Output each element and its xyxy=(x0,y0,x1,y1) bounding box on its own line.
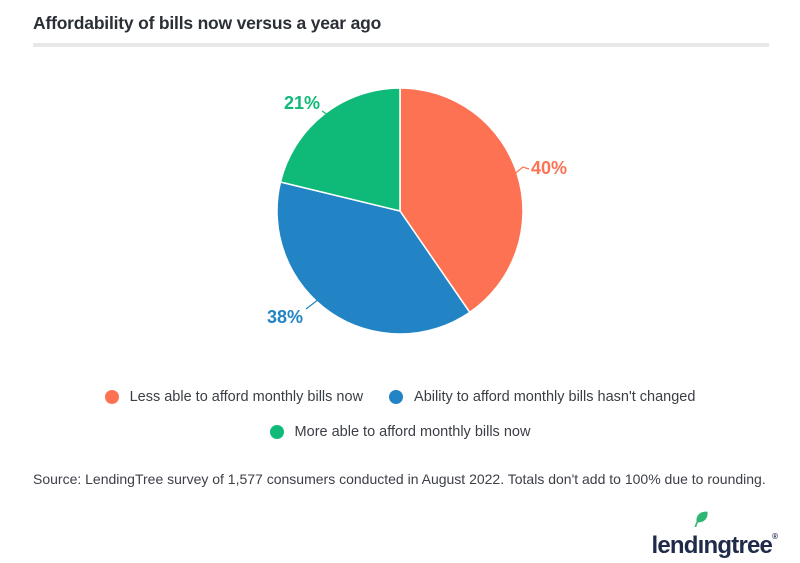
pie-slice xyxy=(279,87,401,212)
legend-item-more-able: More able to afford monthly bills now xyxy=(269,424,531,440)
slice-label-more-able: 21% xyxy=(284,93,320,113)
legend-swatch-hasnt-changed xyxy=(389,390,404,404)
legend-label-less-able: Less able to afford monthly bills now xyxy=(129,389,364,405)
registered-trademark: ® xyxy=(772,532,778,541)
slice-label-hasnt-changed: 38% xyxy=(267,307,303,327)
logo-text-dotless-i: ı xyxy=(697,532,705,559)
legend-row-2: More able to afford monthly bills now xyxy=(0,424,800,440)
legend-row-1: Less able to afford monthly bills now Ab… xyxy=(0,389,800,405)
chart-legend: Less able to afford monthly bills now Ab… xyxy=(0,389,800,440)
leaf-icon xyxy=(694,511,708,527)
slice-label-less-able: 40% xyxy=(531,158,567,178)
logo-text-ngtree: ngtree xyxy=(703,532,773,559)
pie-slice xyxy=(276,181,471,335)
connector-hasnt-changed xyxy=(305,298,335,312)
legend-label-hasnt-changed: Ability to afford monthly bills hasn't c… xyxy=(414,389,696,405)
title-divider xyxy=(33,43,769,47)
source-note: Source: LendingTree survey of 1,577 cons… xyxy=(33,471,766,487)
pie-chart: 40% 38% 21% xyxy=(267,87,567,335)
connector-more-able xyxy=(321,110,341,124)
connector-less-able xyxy=(511,166,530,177)
legend-swatch-less-able xyxy=(104,390,119,404)
page-title: Affordability of bills now versus a year… xyxy=(33,13,382,33)
legend-swatch-more-able xyxy=(269,425,284,439)
legend-item-less-able: Less able to afford monthly bills now xyxy=(104,389,364,405)
logo-text-lend: lend xyxy=(651,532,699,559)
pie-slice xyxy=(399,87,524,314)
lendingtree-wordmark: lendıngtree® xyxy=(651,511,778,563)
legend-label-more-able: More able to afford monthly bills now xyxy=(294,424,531,440)
legend-item-hasnt-changed: Ability to afford monthly bills hasn't c… xyxy=(389,389,695,405)
pie-slices xyxy=(276,87,524,335)
lendingtree-logo: lendıngtree® xyxy=(651,511,778,563)
